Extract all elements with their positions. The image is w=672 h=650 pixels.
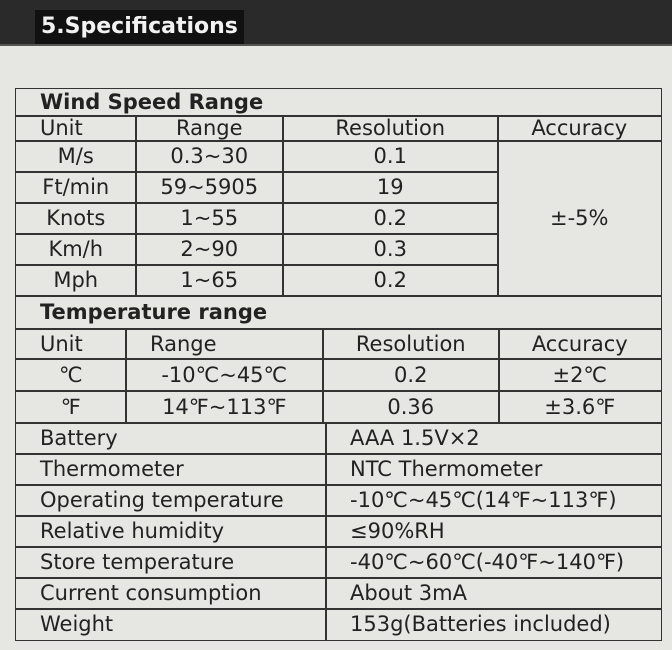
spec-value: ≤90%RH [325, 515, 662, 548]
spec-value: NTC Thermometer [325, 453, 662, 486]
table-cell: Mph [15, 264, 137, 297]
spec-label: Relative humidity [15, 515, 327, 548]
table-cell: 1~65 [135, 264, 284, 297]
table-cell: 0.1 [282, 140, 499, 173]
table-cell: 0.3 [282, 233, 499, 266]
column-header: Range [125, 328, 324, 360]
table-cell: ℉ [15, 390, 127, 424]
table-cell: Knots [15, 202, 137, 235]
table-cell: M/s [15, 140, 137, 173]
column-header: Unit [15, 115, 137, 142]
column-header: Resolution [282, 115, 499, 142]
table-cell: ±2℃ [498, 358, 662, 392]
spec-label: Weight [15, 608, 327, 641]
header-rule [0, 44, 672, 46]
spec-label: Store temperature [15, 546, 327, 579]
spec-label: Current consumption [15, 577, 327, 610]
table-cell: 0.2 [282, 264, 499, 297]
spec-value: -10℃~45℃(14℉~113℉) [325, 484, 662, 517]
table-cell: ℃ [15, 358, 127, 392]
table-section-title: Wind Speed Range [15, 88, 662, 117]
column-header: Accuracy [498, 328, 662, 360]
spec-label: Thermometer [15, 453, 327, 486]
spec-value: 153g(Batteries included) [325, 608, 662, 641]
column-header: Resolution [322, 328, 500, 360]
table-cell: 0.2 [322, 358, 500, 392]
spec-value: -40℃~60℃(-40℉~140℉) [325, 546, 662, 579]
column-header: Accuracy [497, 115, 662, 142]
table-cell: 59~5905 [135, 171, 284, 204]
table-cell: 14℉~113℉ [125, 390, 324, 424]
table-cell: 0.36 [322, 390, 500, 424]
table-cell: 2~90 [135, 233, 284, 266]
section-title: 5.Specifications [35, 10, 244, 44]
table-cell: 0.2 [282, 202, 499, 235]
table-section-title: Temperature range [15, 295, 662, 330]
table-cell: -10℃~45℃ [125, 358, 324, 392]
accuracy-cell: ±-5% [497, 140, 662, 297]
spec-label: Battery [15, 422, 327, 455]
column-header: Unit [15, 328, 127, 360]
table-cell: ±3.6℉ [498, 390, 662, 424]
spec-label: Operating temperature [15, 484, 327, 517]
table-cell: 19 [282, 171, 499, 204]
spec-value: AAA 1.5V×2 [325, 422, 662, 455]
table-cell: 1~55 [135, 202, 284, 235]
spec-value: About 3mA [325, 577, 662, 610]
table-cell: Km/h [15, 233, 137, 266]
table-cell: 0.3~30 [135, 140, 284, 173]
table-cell: Ft/min [15, 171, 137, 204]
column-header: Range [135, 115, 284, 142]
